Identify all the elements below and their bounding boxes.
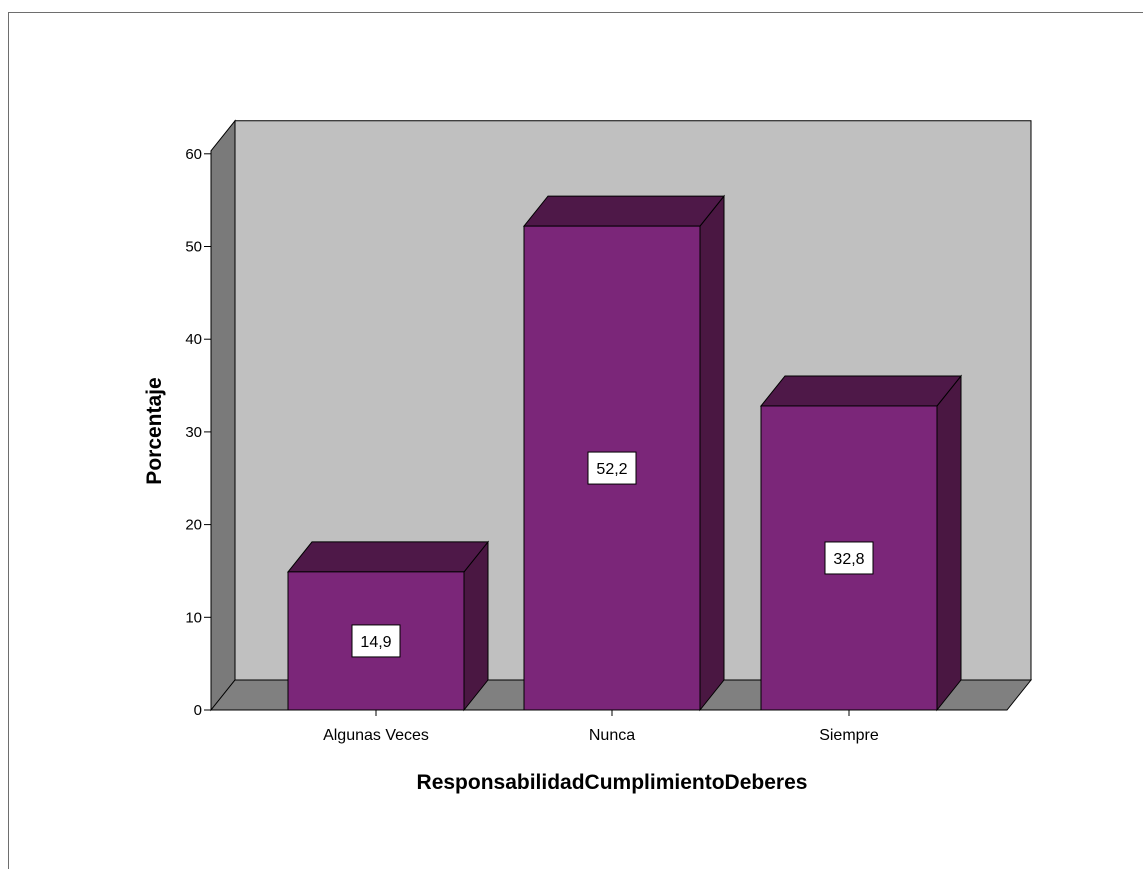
bar-top <box>759 375 963 407</box>
y-tick-label: 0 <box>194 702 202 719</box>
y-axis: 0 10 20 30 40 50 60 <box>185 146 211 719</box>
data-label: 14,9 <box>360 634 391 651</box>
chart-frame: 0 10 20 30 40 50 60 14,9 52,2 32,8 Algunas Veces… <box>8 12 1143 869</box>
y-axis-label: Porcentaje <box>143 377 166 484</box>
data-label: 52,2 <box>596 461 627 478</box>
y-tick-label: 20 <box>185 517 202 534</box>
data-label-box <box>587 451 637 485</box>
y-tick-label: 40 <box>185 331 202 348</box>
data-label-box <box>351 624 401 658</box>
bar-side <box>936 374 962 712</box>
bar-2: 32,8 <box>759 374 963 712</box>
x-axis-categories: Algunas Veces Nunca Siempre <box>323 710 879 744</box>
bar-top <box>522 195 726 227</box>
bar-chart: 0 10 20 30 40 50 60 14,9 52,2 32,8 Algunas Veces… <box>143 119 1033 794</box>
y-tick-label: 50 <box>185 239 202 256</box>
bars: 14,9 52,2 32,8 <box>286 194 963 712</box>
x-tick-label: Nunca <box>589 727 635 744</box>
y-tick-label: 30 <box>185 424 202 441</box>
bar-top <box>286 541 490 573</box>
bar-side <box>699 194 725 712</box>
y-tick-label: 60 <box>185 146 202 163</box>
side-wall <box>210 119 236 712</box>
x-tick-label: Algunas Veces <box>323 727 429 744</box>
x-axis-label: ResponsabilidadCumplimientoDeberes <box>417 771 808 794</box>
bar-0: 14,9 <box>286 540 490 712</box>
x-tick-label: Siempre <box>819 727 879 744</box>
data-label: 32,8 <box>833 551 864 568</box>
y-tick-label: 10 <box>185 609 202 626</box>
bar-1: 52,2 <box>522 194 726 712</box>
data-label-box <box>824 541 874 575</box>
